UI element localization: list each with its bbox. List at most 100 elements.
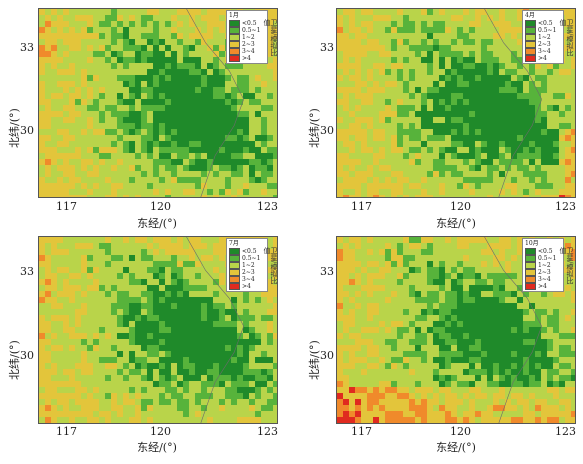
x-tick-123: 123 [257, 425, 278, 438]
y-tick-30: 30 [20, 124, 34, 137]
legend-title: 卫星/模拟比值 [559, 247, 574, 285]
legend-item: 3~4 [525, 276, 561, 283]
legend-swatch [525, 283, 536, 290]
coastline [186, 9, 245, 197]
legend-label: 3~4 [538, 276, 551, 283]
y-tick-30: 30 [20, 349, 34, 362]
legend-swatch [525, 269, 536, 276]
x-tick-123: 123 [555, 425, 576, 438]
legend-label: 2~3 [242, 41, 255, 48]
legend: 10月 <0.5 0.5~1 1~2 2~3 3~4 >4 卫星/模拟比值 [522, 238, 574, 292]
legend-item: 2~3 [525, 41, 561, 48]
x-tick-117: 117 [56, 200, 77, 213]
legend-item: >4 [525, 55, 561, 62]
y-tick-30: 30 [320, 349, 334, 362]
legend-swatch [229, 34, 240, 41]
legend-item: 3~4 [525, 48, 561, 55]
legend-item: <0.5 [229, 248, 265, 255]
legend-label: 1~2 [242, 262, 255, 269]
legend-label: <0.5 [242, 20, 257, 27]
legend-swatch [229, 41, 240, 48]
legend-item: 0.5~1 [229, 255, 265, 262]
legend-label: >4 [242, 55, 251, 62]
legend-item: 2~3 [229, 41, 265, 48]
legend-label: 2~3 [242, 269, 255, 276]
legend-item: 0.5~1 [525, 255, 561, 262]
legend-item: 1~2 [525, 262, 561, 269]
legend-label: 1~2 [538, 34, 551, 41]
legend-label: 1~2 [538, 262, 551, 269]
coastline [484, 9, 543, 197]
x-axis-title: 东经/(°) [137, 217, 177, 230]
legend-label: 0.5~1 [538, 27, 557, 34]
y-tick-33: 33 [320, 41, 334, 54]
legend-item: 3~4 [229, 48, 265, 55]
legend-label: <0.5 [538, 20, 553, 27]
legend-label: 0.5~1 [242, 255, 261, 262]
legend-month: 4月 [525, 12, 535, 19]
x-tick-120: 120 [150, 425, 171, 438]
legend-swatch [525, 248, 536, 255]
legend-label: 1~2 [242, 34, 255, 41]
legend-item: <0.5 [525, 248, 561, 255]
legend-swatch [229, 283, 240, 290]
ratio-map [38, 236, 278, 424]
legend-label: <0.5 [538, 248, 553, 255]
legend-swatch [525, 34, 536, 41]
legend-label: >4 [538, 283, 547, 290]
y-tick-33: 33 [320, 265, 334, 278]
legend-item: <0.5 [525, 20, 561, 27]
legend-label: >4 [242, 283, 251, 290]
legend-item: 1~2 [525, 34, 561, 41]
legend-month: 7月 [229, 240, 239, 247]
x-tick-117: 117 [351, 200, 372, 213]
legend-swatch [229, 269, 240, 276]
y-tick-33: 33 [20, 265, 34, 278]
x-axis-title: 东经/(°) [436, 217, 476, 230]
x-tick-120: 120 [450, 425, 471, 438]
legend: 1月 <0.5 0.5~1 1~2 2~3 3~4 >4 卫星/模拟比值 [226, 10, 278, 64]
legend-month: 1月 [229, 12, 239, 19]
legend-swatch [229, 255, 240, 262]
x-axis-title: 东经/(°) [137, 441, 177, 454]
legend-title: 卫星/模拟比值 [559, 19, 574, 57]
legend-item: 2~3 [525, 269, 561, 276]
legend-label: 2~3 [538, 269, 551, 276]
legend-item: >4 [525, 283, 561, 290]
legend-swatch [229, 27, 240, 34]
legend-swatch [525, 27, 536, 34]
legend-item: >4 [229, 283, 265, 290]
x-tick-117: 117 [56, 425, 77, 438]
legend-item: 0.5~1 [229, 27, 265, 34]
legend-label: 0.5~1 [242, 27, 261, 34]
legend: 7月 <0.5 0.5~1 1~2 2~3 3~4 >4 卫星/模拟比值 [226, 238, 278, 292]
legend-swatch [525, 20, 536, 27]
ratio-map [38, 8, 278, 198]
x-tick-120: 120 [450, 200, 471, 213]
grid-cells [39, 237, 277, 423]
legend-item: 0.5~1 [525, 27, 561, 34]
legend-swatch [229, 262, 240, 269]
y-tick-33: 33 [20, 41, 34, 54]
legend-label: 3~4 [242, 276, 255, 283]
legend-swatch [229, 248, 240, 255]
legend-title: 卫星/模拟比值 [263, 247, 278, 285]
legend-item: 1~2 [229, 262, 265, 269]
coastline [186, 237, 245, 423]
legend-swatch [525, 55, 536, 62]
x-tick-120: 120 [150, 200, 171, 213]
legend-label: 2~3 [538, 41, 551, 48]
legend: 4月 <0.5 0.5~1 1~2 2~3 3~4 >4 卫星/模拟比值 [522, 10, 574, 64]
legend-item: 1~2 [229, 34, 265, 41]
legend-item: 3~4 [229, 276, 265, 283]
x-axis-title: 东经/(°) [436, 441, 476, 454]
legend-swatch [525, 262, 536, 269]
legend-item: >4 [229, 55, 265, 62]
legend-item: <0.5 [229, 20, 265, 27]
legend-label: <0.5 [242, 248, 257, 255]
legend-swatch [525, 48, 536, 55]
x-tick-117: 117 [351, 425, 372, 438]
legend-label: >4 [538, 55, 547, 62]
legend-label: 0.5~1 [538, 255, 557, 262]
legend-swatch [525, 41, 536, 48]
